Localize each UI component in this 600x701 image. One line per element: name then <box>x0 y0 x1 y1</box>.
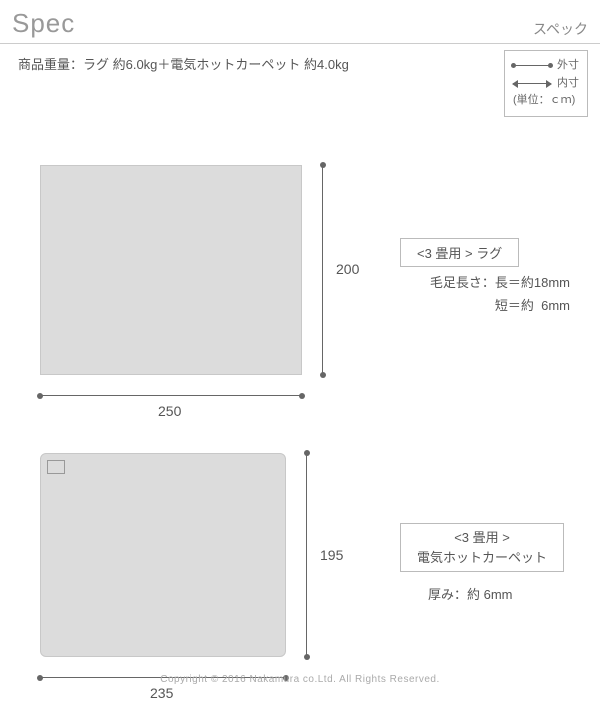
rug-title-box: <3 畳用 > ラグ <box>400 238 519 267</box>
legend-box: 外寸 内寸 (単位：ｃｍ) <box>504 50 588 117</box>
rug-width-label: 250 <box>158 403 181 419</box>
rug-dim-v <box>322 165 323 375</box>
open-arrow-icon <box>513 83 551 84</box>
carpet-rect <box>40 453 286 657</box>
header-title-jp: スペック <box>533 19 588 39</box>
legend-outer-row: 外寸 <box>513 57 579 75</box>
rug-title: <3 畳用 > ラグ <box>417 246 502 261</box>
carpet-detail: 厚み：約 6mm <box>428 583 513 606</box>
rug-detail: 毛足長さ：長＝約18mm 短＝約 6mm <box>398 271 570 318</box>
rug-rect <box>40 165 302 375</box>
carpet-corner-icon <box>47 460 65 474</box>
rug-detail-2: 短＝約 6mm <box>398 294 570 317</box>
legend-unit: (単位：ｃｍ) <box>513 92 579 110</box>
legend-inner-label: 内寸 <box>557 75 579 93</box>
legend-outer-label: 外寸 <box>557 57 579 75</box>
rug-detail-1: 毛足長さ：長＝約18mm <box>398 271 570 294</box>
carpet-title-1: <3 畳用 > <box>417 528 547 548</box>
header-title-en: Spec <box>12 8 75 39</box>
legend-inner-row: 内寸 <box>513 75 579 93</box>
carpet-width-label: 235 <box>150 685 173 701</box>
rug-dim-h <box>40 395 302 396</box>
rug-height-label: 200 <box>336 261 359 277</box>
copyright: Copyright © 2016 Nakamura co.Ltd. All Ri… <box>0 674 600 685</box>
carpet-title-box: <3 畳用 > 電気ホットカーペット <box>400 523 564 572</box>
carpet-dim-v <box>306 453 307 657</box>
carpet-height-label: 195 <box>320 547 343 563</box>
dot-arrow-icon <box>513 65 551 66</box>
carpet-detail-text: 厚み：約 6mm <box>428 587 513 602</box>
spec-header: Spec スペック <box>0 0 600 44</box>
carpet-title-2: 電気ホットカーペット <box>417 548 547 568</box>
